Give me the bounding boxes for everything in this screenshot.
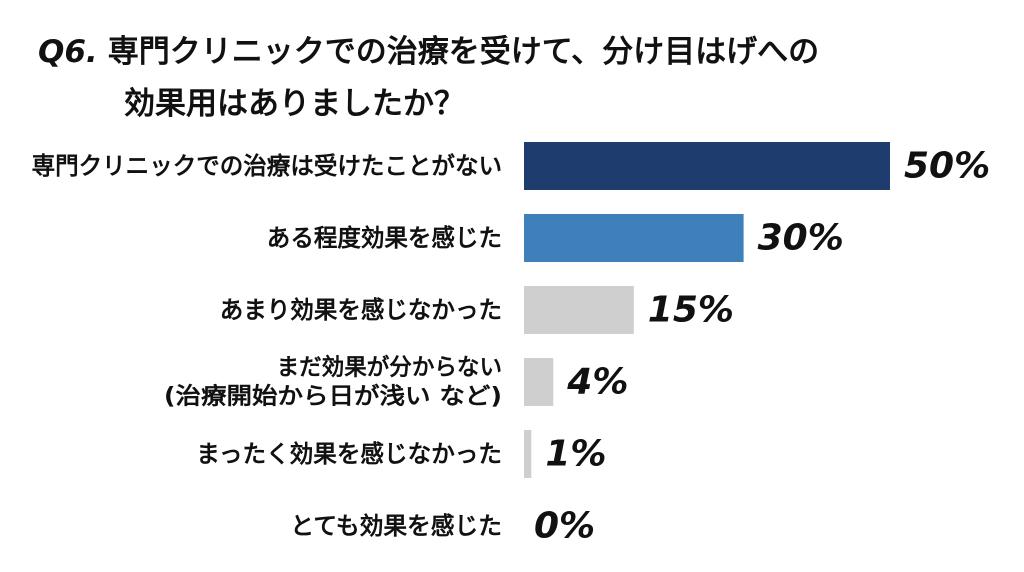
category-label: まったく効果を感じなかった [196,440,502,468]
category-label: ある程度効果を感じた [267,224,502,252]
category-label: (治療開始から日が浅い など) [164,383,502,410]
question-number: Q6. [38,34,98,70]
category-label: まだ効果が分からない [277,354,502,381]
bar [524,358,554,406]
value-label: 30% [758,218,844,259]
value-label: 1% [545,434,606,475]
category-label: あまり効果を感じなかった [220,296,502,324]
question-text-line-2: 効果用はありましたか？ [124,86,465,122]
category-label: とても効果を感じた [290,512,502,540]
value-label: 50% [904,146,990,187]
value-label: 4% [566,362,628,403]
question-line-1: Q6. 専門クリニックでの治療を受けて、分け目はげへの [38,26,998,78]
bar [524,286,634,334]
value-label: 15% [648,290,734,331]
category-label: 専門クリニックでの治療は受けたことがない [32,152,502,180]
question-text-line-1: 専門クリニックでの治療を受けて、分け目はげへの [107,34,820,70]
bar [524,430,532,478]
bar [524,142,890,190]
bar [524,214,744,262]
value-label: 0% [534,506,595,547]
question-title: Q6. 専門クリニックでの治療を受けて、分け目はげへの 効果用はありましたか？ [38,26,998,130]
